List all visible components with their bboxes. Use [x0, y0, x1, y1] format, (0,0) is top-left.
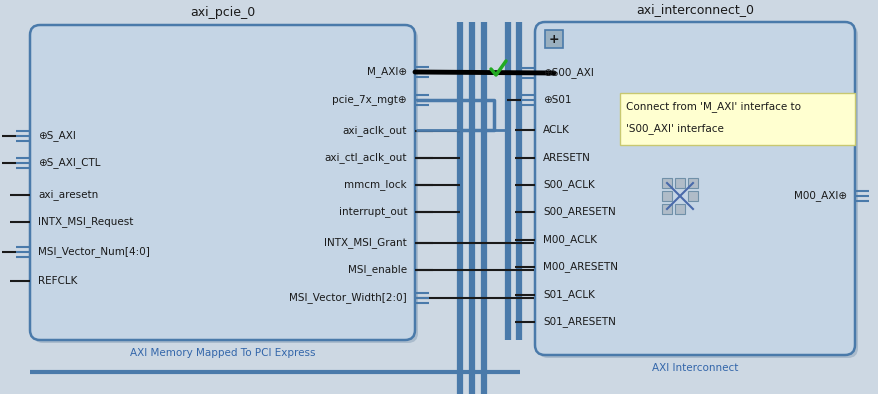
Text: M_AXI⊕: M_AXI⊕ — [366, 67, 407, 78]
Bar — [687, 178, 697, 188]
Text: M00_AXI⊕: M00_AXI⊕ — [793, 191, 846, 201]
Bar — [661, 204, 672, 214]
Text: MSI_enable: MSI_enable — [348, 264, 407, 275]
Text: AXI Interconnect: AXI Interconnect — [651, 363, 738, 373]
Text: axi_interconnect_0: axi_interconnect_0 — [636, 3, 753, 16]
Text: INTX_MSI_Request: INTX_MSI_Request — [38, 217, 133, 227]
Text: ARESETN: ARESETN — [543, 153, 590, 163]
Text: axi_ctl_aclk_out: axi_ctl_aclk_out — [324, 152, 407, 164]
Text: ⊕S00_AXI: ⊕S00_AXI — [543, 67, 594, 78]
Text: Connect from 'M_AXI' interface to: Connect from 'M_AXI' interface to — [625, 102, 800, 112]
FancyBboxPatch shape — [30, 25, 414, 340]
Text: ⊕S_AXI: ⊕S_AXI — [38, 130, 76, 141]
Bar — [544, 30, 563, 48]
FancyBboxPatch shape — [535, 22, 854, 355]
Text: axi_aresetn: axi_aresetn — [38, 190, 98, 201]
Text: ACLK: ACLK — [543, 125, 569, 135]
Bar — [687, 191, 697, 201]
Bar — [674, 178, 684, 188]
Text: axi_pcie_0: axi_pcie_0 — [190, 6, 255, 19]
Text: M00_ARESETN: M00_ARESETN — [543, 262, 617, 273]
Text: interrupt_out: interrupt_out — [338, 206, 407, 217]
Text: axi_aclk_out: axi_aclk_out — [342, 126, 407, 136]
Text: AXI Memory Mapped To PCI Express: AXI Memory Mapped To PCI Express — [130, 348, 315, 358]
Text: 'S00_AXI' interface: 'S00_AXI' interface — [625, 124, 723, 134]
Text: S01_ACLK: S01_ACLK — [543, 290, 594, 301]
Text: REFCLK: REFCLK — [38, 276, 77, 286]
Bar — [661, 178, 672, 188]
Text: INTX_MSI_Grant: INTX_MSI_Grant — [324, 238, 407, 249]
Bar — [661, 191, 672, 201]
Text: S00_ARESETN: S00_ARESETN — [543, 206, 615, 217]
Text: pcie_7x_mgt⊕: pcie_7x_mgt⊕ — [332, 95, 407, 106]
Text: S01_ARESETN: S01_ARESETN — [543, 316, 615, 327]
Text: mmcm_lock: mmcm_lock — [344, 180, 407, 190]
Text: MSI_Vector_Width[2:0]: MSI_Vector_Width[2:0] — [289, 293, 407, 303]
Bar — [619, 93, 854, 145]
Text: ⊕S_AXI_CTL: ⊕S_AXI_CTL — [38, 158, 100, 169]
FancyBboxPatch shape — [537, 25, 857, 358]
Text: +: + — [548, 32, 558, 45]
Text: M00_ACLK: M00_ACLK — [543, 234, 596, 245]
Text: ⊕S01: ⊕S01 — [543, 95, 571, 105]
Text: S00_ACLK: S00_ACLK — [543, 180, 594, 190]
Bar — [674, 204, 684, 214]
FancyBboxPatch shape — [33, 28, 418, 343]
Text: MSI_Vector_Num[4:0]: MSI_Vector_Num[4:0] — [38, 247, 150, 257]
